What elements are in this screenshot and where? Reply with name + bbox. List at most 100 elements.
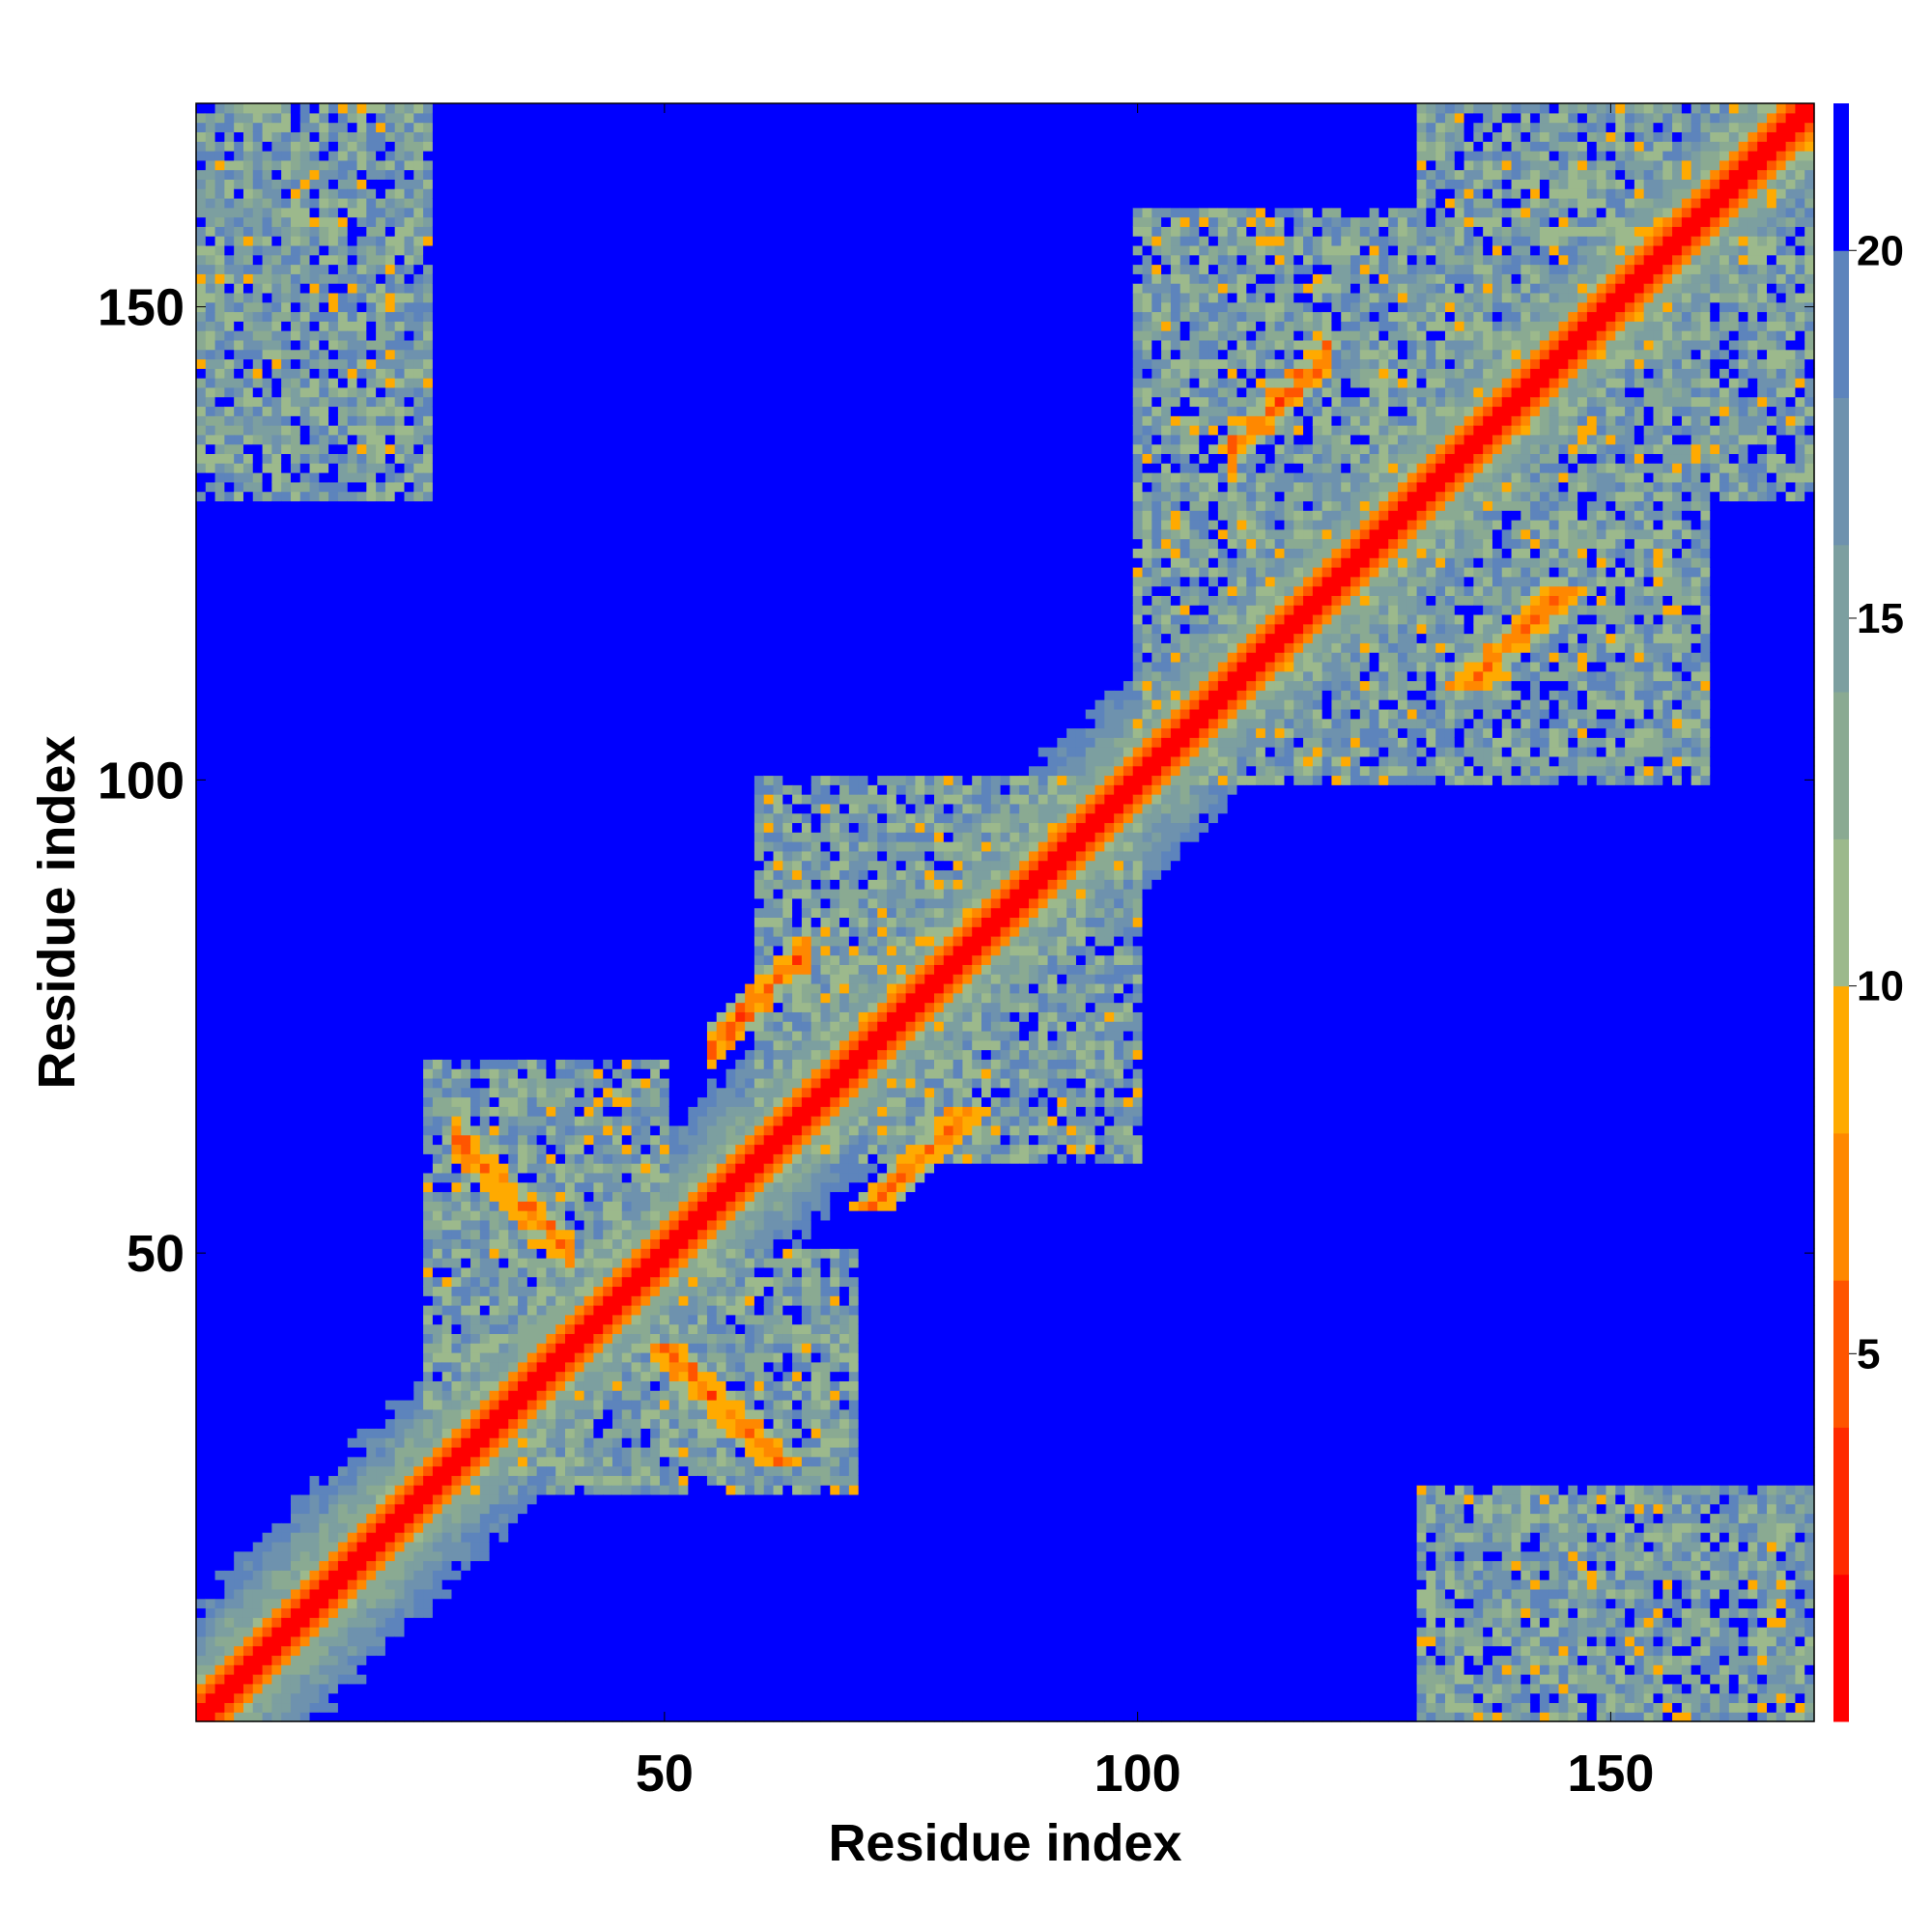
heatmap-cell bbox=[328, 614, 338, 624]
heatmap-cell bbox=[366, 1125, 376, 1135]
heatmap-cell bbox=[206, 444, 215, 454]
heatmap-cell bbox=[366, 747, 376, 756]
heatmap-cell bbox=[357, 520, 367, 529]
heatmap-cell bbox=[319, 141, 328, 151]
heatmap-cell bbox=[357, 567, 367, 577]
heatmap-cell bbox=[263, 557, 272, 567]
heatmap-cell bbox=[348, 283, 357, 293]
heatmap-cell bbox=[234, 330, 243, 340]
heatmap-cell bbox=[253, 671, 263, 681]
heatmap-cell bbox=[348, 387, 357, 397]
heatmap-cell bbox=[319, 908, 328, 918]
heatmap-cell bbox=[206, 350, 215, 359]
heatmap-cell bbox=[271, 605, 281, 614]
heatmap-cell bbox=[234, 265, 243, 274]
heatmap-cell bbox=[263, 756, 272, 766]
heatmap-cell bbox=[215, 1352, 225, 1362]
heatmap-cell bbox=[385, 1504, 395, 1514]
heatmap-cell bbox=[206, 548, 215, 557]
heatmap-cell bbox=[215, 160, 225, 170]
heatmap-cell bbox=[348, 832, 357, 841]
heatmap-cell bbox=[357, 634, 367, 643]
heatmap-cell bbox=[310, 1409, 320, 1419]
heatmap-cell bbox=[263, 1352, 272, 1362]
heatmap-cell bbox=[366, 160, 376, 170]
heatmap-cell bbox=[271, 1551, 281, 1561]
heatmap-cell bbox=[348, 775, 357, 784]
heatmap-cell bbox=[310, 605, 320, 614]
heatmap-cell bbox=[366, 1551, 376, 1561]
heatmap-cell bbox=[338, 539, 348, 549]
heatmap-cell bbox=[234, 1400, 243, 1409]
heatmap-cell bbox=[206, 1059, 215, 1068]
heatmap-cell bbox=[300, 265, 310, 274]
heatmap-cell bbox=[348, 548, 357, 557]
heatmap-cell bbox=[357, 1088, 367, 1097]
heatmap-cell bbox=[348, 1494, 357, 1504]
heatmap-cell bbox=[319, 1627, 328, 1636]
heatmap-cell bbox=[300, 378, 310, 387]
heatmap-cell bbox=[366, 312, 376, 322]
heatmap-cell bbox=[263, 293, 272, 302]
heatmap-cell bbox=[376, 1333, 385, 1343]
heatmap-cell bbox=[281, 273, 291, 283]
heatmap-cell bbox=[376, 245, 385, 255]
heatmap-cell bbox=[206, 1173, 215, 1182]
heatmap-cell bbox=[357, 662, 367, 671]
heatmap-cell bbox=[196, 255, 206, 265]
heatmap-cell bbox=[376, 1380, 385, 1390]
heatmap-cell bbox=[366, 1267, 376, 1277]
heatmap-cell bbox=[357, 1248, 367, 1258]
heatmap-cell bbox=[206, 1191, 215, 1201]
heatmap-cell bbox=[206, 614, 215, 624]
heatmap-cell bbox=[300, 1589, 310, 1599]
heatmap-cell bbox=[328, 1201, 338, 1210]
heatmap-cell bbox=[310, 226, 320, 236]
heatmap-cell bbox=[234, 917, 243, 926]
heatmap-cell bbox=[263, 1599, 272, 1608]
heatmap-cell bbox=[348, 737, 357, 747]
heatmap-cell bbox=[357, 435, 367, 444]
heatmap-cell bbox=[291, 1135, 300, 1145]
heatmap-cell bbox=[319, 283, 328, 293]
heatmap-cell bbox=[338, 500, 348, 510]
heatmap-cell bbox=[310, 1106, 320, 1116]
heatmap-cell bbox=[328, 520, 338, 529]
heatmap-cell bbox=[338, 1173, 348, 1182]
heatmap-cell bbox=[206, 1343, 215, 1352]
heatmap-cell bbox=[234, 1068, 243, 1078]
heatmap-cell bbox=[300, 340, 310, 350]
heatmap-cell bbox=[328, 577, 338, 586]
heatmap-cell bbox=[196, 1031, 206, 1040]
heatmap-cell bbox=[319, 1182, 328, 1192]
heatmap-cell bbox=[243, 151, 253, 160]
heatmap-cell bbox=[319, 1078, 328, 1088]
heatmap-cell bbox=[338, 255, 348, 265]
heatmap-cell bbox=[271, 1457, 281, 1466]
heatmap-cell bbox=[319, 1021, 328, 1031]
heatmap-cell bbox=[281, 822, 291, 832]
heatmap-cell bbox=[300, 766, 310, 776]
heatmap-cell bbox=[357, 595, 367, 605]
heatmap-cell bbox=[215, 1106, 225, 1116]
heatmap-cell bbox=[376, 926, 385, 936]
heatmap-cell bbox=[291, 368, 300, 378]
heatmap-cell bbox=[338, 1230, 348, 1239]
heatmap-cell bbox=[224, 634, 234, 643]
heatmap-cell bbox=[234, 160, 243, 170]
heatmap-cell bbox=[376, 293, 385, 302]
heatmap-cell bbox=[319, 217, 328, 227]
heatmap-cell bbox=[338, 1674, 348, 1684]
heatmap-cell bbox=[319, 926, 328, 936]
heatmap-cell bbox=[215, 1210, 225, 1220]
heatmap-cell bbox=[224, 160, 234, 170]
heatmap-cell bbox=[243, 1258, 253, 1267]
heatmap-cell bbox=[224, 1163, 234, 1173]
heatmap-cell bbox=[224, 1230, 234, 1239]
heatmap-cell bbox=[338, 1040, 348, 1050]
heatmap-cell bbox=[281, 1258, 291, 1267]
heatmap-cell bbox=[206, 1201, 215, 1210]
heatmap-cell bbox=[300, 123, 310, 132]
heatmap-cell bbox=[376, 330, 385, 340]
heatmap-cell bbox=[271, 1106, 281, 1116]
